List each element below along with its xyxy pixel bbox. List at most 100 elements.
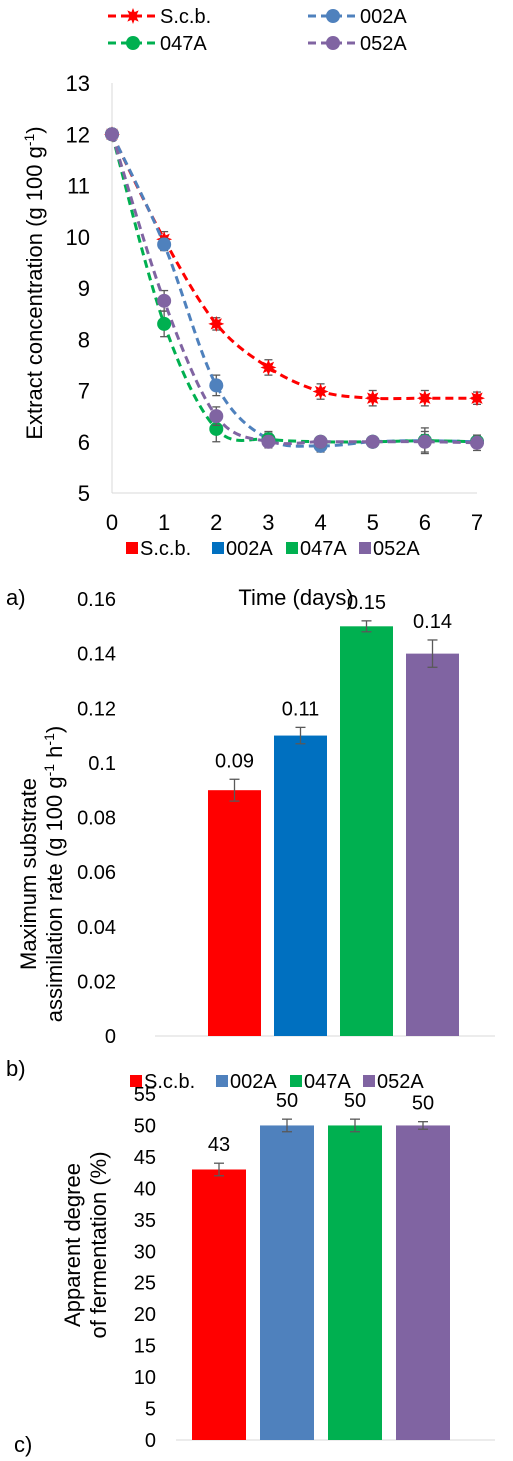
chart-a-legend-label: 002A [360, 6, 407, 28]
chart-b-legend-item: 002A [212, 538, 273, 560]
chart-a-x-tick-label: 5 [367, 510, 379, 535]
chart-a-point-052A [365, 434, 380, 449]
chart-c-bars: 43 50 50 50 [192, 1090, 450, 1440]
chart-c-legend: S.c.b. 002A 047A 052A [130, 1071, 424, 1093]
chart-c-y-tick-label: 55 [134, 1084, 156, 1106]
chart-c-y-tick-label: 50 [134, 1115, 156, 1137]
chart-c-bar-047A [328, 1125, 382, 1440]
chart-a-legend-marker [126, 36, 140, 50]
chart-b-y-tick-label: 0.06 [77, 862, 116, 884]
chart-c-y-axis-label-line2: of fermentation (%) [86, 1151, 111, 1338]
chart-a-point-047A [157, 316, 172, 331]
chart-b-bar-002A [274, 735, 327, 1036]
chart-a-x-tick-label: 6 [419, 510, 431, 535]
chart-a-legend-marker [326, 9, 340, 23]
chart-a-series-052A [105, 127, 484, 453]
chart-b-legend-label: 047A [300, 538, 347, 560]
chart-b-y-tick-label: 0.04 [77, 917, 116, 939]
chart-b-y-tick-label: 0.16 [77, 589, 116, 611]
chart-c-y-tick-label: 10 [134, 1367, 156, 1389]
chart-a-point-S.c.b. [312, 383, 329, 400]
chart-a-y-tick-label: 12 [66, 122, 90, 147]
chart-a-x-axis-label: Time (days) [238, 585, 353, 610]
chart-b-legend-swatch [126, 542, 138, 554]
chart-b-y-axis-label-line1: Maximum substrate [16, 778, 41, 970]
chart-a-y-tick-label: 13 [66, 71, 90, 96]
chart-c-y-tick-label: 45 [134, 1147, 156, 1169]
chart-c-legend-label: 047A [304, 1071, 351, 1093]
chart-b-y-tick-label: 0.02 [77, 971, 116, 993]
chart-c-legend-swatch [130, 1075, 142, 1087]
chart-b-legend-label: S.c.b. [140, 538, 191, 560]
chart-a-legend-item: 047A [108, 33, 207, 55]
chart-b-y-tick-label: 0.14 [77, 644, 116, 666]
chart-c-legend-item: 047A [290, 1071, 351, 1093]
chart-a-y-tick-label: 5 [78, 481, 90, 506]
chart-c-bar-002A [260, 1125, 314, 1440]
chart-b-y-tick-label: 0 [105, 1026, 116, 1048]
chart-a-y-tick-label: 10 [66, 225, 90, 250]
chart-a-legend-item: S.c.b. [108, 6, 211, 28]
chart-b-bar-052A [406, 653, 459, 1036]
chart-c-legend-swatch [216, 1075, 228, 1087]
chart-b-legend-swatch [359, 542, 371, 554]
chart-a-x-tick-label: 4 [314, 510, 326, 535]
chart-c: S.c.b. 002A 047A 052A 0 5 10 15 20 25 30 35 40 45 50 5… [14, 1071, 495, 1457]
chart-a-point-052A [105, 127, 119, 142]
chart-b-legend-item: 047A [286, 538, 347, 560]
chart-b-y-tick-label: 0.08 [77, 808, 116, 830]
chart-c-bar-S.c.b. [192, 1169, 246, 1440]
chart-b-data-label: 0.15 [347, 592, 386, 614]
chart-c-y-tick-label: 35 [134, 1210, 156, 1232]
panel-label-a: a) [6, 585, 26, 610]
chart-a-x-tick-label: 1 [158, 510, 170, 535]
chart-a-point-S.c.b. [364, 390, 381, 407]
chart-b-data-label: 0.14 [413, 611, 452, 633]
chart-b-y-axis-label-line2: assimilation rate (g 100 g-1 h-1) [41, 726, 67, 1022]
chart-c-y-ticks: 0 5 10 15 20 25 30 35 40 45 50 55 [134, 1084, 156, 1452]
chart-a-y-tick-label: 11 [67, 174, 90, 199]
chart-c-y-axis-label-line1: Apparent degree [60, 1163, 85, 1327]
chart-a-legend-label: S.c.b. [160, 6, 211, 28]
chart-b-legend-item: S.c.b. [126, 538, 191, 560]
chart-b-bar-S.c.b. [208, 790, 261, 1036]
chart-a-legend-marker [125, 8, 141, 24]
chart-b-y-ticks: 0 0.02 0.04 0.06 0.08 0.1 0.12 0.14 0.16 [77, 589, 116, 1048]
chart-a-point-S.c.b. [416, 390, 433, 407]
chart-a-legend-label: 052A [360, 33, 407, 55]
chart-a-point-S.c.b. [469, 390, 485, 407]
chart-a-x-tick-label: 2 [210, 510, 222, 535]
chart-a-x-tick-label: 7 [471, 510, 483, 535]
chart-b-legend: S.c.b. 002A 047A 052A [126, 538, 420, 560]
chart-c-y-tick-label: 30 [134, 1241, 156, 1263]
chart-c-data-label: 50 [344, 1090, 366, 1112]
chart-b-data-label: 0.09 [215, 750, 254, 772]
chart-a-legend-item: 002A [308, 6, 407, 28]
chart-a-point-052A [261, 434, 276, 449]
chart-a-y-tick-label: 9 [78, 276, 90, 301]
chart-a-legend-item: 052A [308, 33, 407, 55]
chart-b-legend-item: 052A [359, 538, 420, 560]
chart-a-y-ticks: 5 6 7 8 9 10 11 12 13 [66, 71, 90, 506]
chart-a-point-052A [209, 409, 224, 424]
chart-b-legend-swatch [286, 542, 298, 554]
chart-c-data-label: 50 [412, 1093, 434, 1115]
chart-c-legend-item: S.c.b. [130, 1071, 195, 1093]
panel-label-c: c) [14, 1432, 32, 1457]
chart-a-point-052A [470, 435, 484, 450]
chart-a-point-S.c.b. [208, 315, 225, 332]
chart-a-x-tick-label: 0 [106, 510, 118, 535]
chart-a-point-002A [157, 237, 172, 252]
chart-c-legend-label: S.c.b. [144, 1071, 195, 1093]
chart-c-y-tick-label: 40 [134, 1178, 156, 1200]
chart-c-legend-item: 052A [363, 1071, 424, 1093]
chart-a-series-S.c.b. [104, 126, 485, 407]
chart-c-legend-label: 002A [230, 1071, 277, 1093]
chart-b-bars: 0.09 0.11 0.15 0.14 [208, 592, 459, 1036]
chart-a-line-S.c.b. [110, 133, 478, 401]
chart-b: S.c.b. 002A 047A 052A 00.020.040.060.080.10… [6, 538, 495, 1081]
chart-a-series [104, 126, 485, 455]
chart-a-point-S.c.b. [260, 359, 277, 376]
